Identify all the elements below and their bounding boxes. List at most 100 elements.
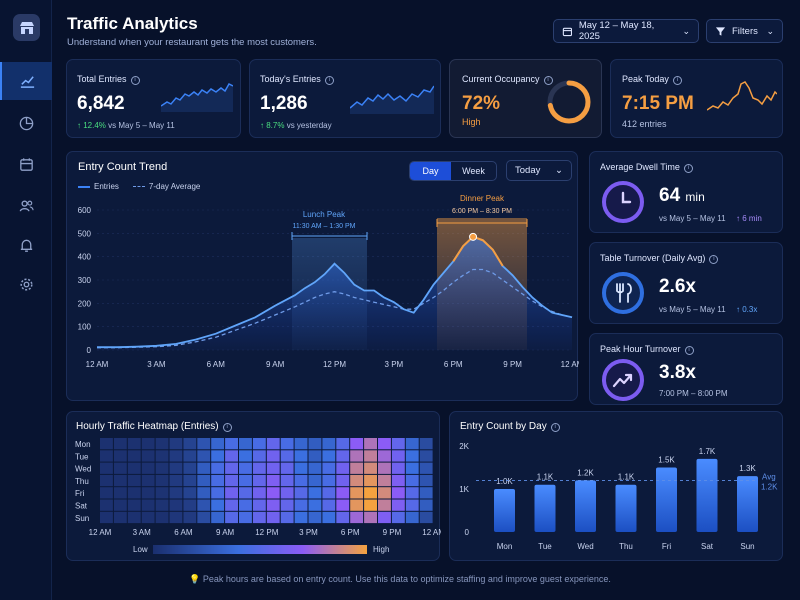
heatmap-cell[interactable]	[391, 462, 405, 474]
heatmap-cell[interactable]	[252, 438, 266, 450]
heatmap-cell[interactable]	[211, 474, 225, 487]
heatmap-cell[interactable]	[405, 438, 419, 450]
heatmap-cell[interactable]	[308, 487, 322, 499]
heatmap-cell[interactable]	[141, 450, 155, 462]
heatmap-cell[interactable]	[183, 462, 197, 474]
heatmap-cell[interactable]	[350, 462, 364, 474]
heatmap-cell[interactable]	[308, 450, 322, 462]
heatmap-cell[interactable]	[169, 474, 183, 487]
heatmap-cell[interactable]	[294, 511, 308, 524]
heatmap-cell[interactable]	[336, 438, 350, 450]
heatmap-cell[interactable]	[225, 438, 238, 450]
heatmap-cell[interactable]	[322, 438, 336, 450]
heatmap-cell[interactable]	[266, 462, 280, 474]
heatmap-cell[interactable]	[169, 511, 183, 524]
heatmap-cell[interactable]	[405, 511, 419, 524]
heatmap-cell[interactable]	[378, 487, 391, 499]
heatmap-cell[interactable]	[364, 474, 377, 487]
heatmap-cell[interactable]	[100, 499, 113, 511]
heatmap-cell[interactable]	[350, 474, 364, 487]
heatmap-cell[interactable]	[225, 450, 238, 462]
heatmap-cell[interactable]	[266, 474, 280, 487]
heatmap-cell[interactable]	[336, 511, 350, 524]
heatmap-cell[interactable]	[127, 511, 141, 524]
heatmap-cell[interactable]	[308, 462, 322, 474]
heatmap-cell[interactable]	[391, 474, 405, 487]
heatmap-cell[interactable]	[100, 474, 113, 487]
heatmap-cell[interactable]	[127, 474, 141, 487]
info-icon[interactable]: i	[324, 76, 334, 85]
heatmap-cell[interactable]	[211, 487, 225, 499]
heatmap-cell[interactable]	[211, 462, 225, 474]
heatmap-cell[interactable]	[225, 462, 238, 474]
sidebar-item-analytics[interactable]	[0, 62, 52, 100]
info-icon[interactable]: i	[550, 423, 560, 432]
heatmap-cell[interactable]	[322, 462, 336, 474]
heatmap-cell[interactable]	[280, 474, 294, 487]
heatmap-cell[interactable]	[155, 499, 169, 511]
heatmap-cell[interactable]	[197, 487, 211, 499]
heatmap-cell[interactable]	[266, 487, 280, 499]
heatmap-cell[interactable]	[391, 511, 405, 524]
heatmap-cell[interactable]	[294, 462, 308, 474]
heatmap-cell[interactable]	[419, 511, 433, 524]
info-icon[interactable]: i	[222, 423, 232, 432]
heatmap-cell[interactable]	[225, 487, 238, 499]
heatmap-cell[interactable]	[225, 474, 238, 487]
heatmap-cell[interactable]	[169, 499, 183, 511]
heatmap-cell[interactable]	[364, 511, 377, 524]
heatmap-cell[interactable]	[113, 487, 127, 499]
heatmap-cell[interactable]	[294, 450, 308, 462]
heatmap-cell[interactable]	[280, 511, 294, 524]
heatmap-cell[interactable]	[141, 499, 155, 511]
heatmap-cell[interactable]	[308, 474, 322, 487]
heatmap-cell[interactable]	[141, 511, 155, 524]
heatmap-cell[interactable]	[211, 450, 225, 462]
heatmap-cell[interactable]	[405, 474, 419, 487]
heatmap-cell[interactable]	[336, 462, 350, 474]
heatmap-cell[interactable]	[239, 450, 252, 462]
sidebar-item-settings[interactable]	[0, 265, 52, 303]
heatmap-cell[interactable]	[141, 474, 155, 487]
heatmap-cell[interactable]	[183, 499, 197, 511]
heatmap-cell[interactable]	[280, 487, 294, 499]
heatmap-cell[interactable]	[239, 487, 252, 499]
heatmap-cell[interactable]	[350, 499, 364, 511]
heatmap-cell[interactable]	[378, 499, 391, 511]
heatmap-cell[interactable]	[127, 438, 141, 450]
heatmap-cell[interactable]	[211, 438, 225, 450]
sidebar-item-users[interactable]	[0, 186, 52, 224]
heatmap-cell[interactable]	[252, 450, 266, 462]
info-icon[interactable]: i	[683, 164, 693, 173]
heatmap-cell[interactable]	[280, 438, 294, 450]
period-select[interactable]: Today ⌄	[506, 160, 572, 181]
heatmap-cell[interactable]	[364, 438, 377, 450]
bar[interactable]	[696, 458, 718, 532]
heatmap-cell[interactable]	[100, 511, 113, 524]
heatmap-cell[interactable]	[322, 474, 336, 487]
heatmap-cell[interactable]	[280, 499, 294, 511]
heatmap-cell[interactable]	[100, 450, 113, 462]
heatmap-cell[interactable]	[308, 511, 322, 524]
heatmap-cell[interactable]	[197, 450, 211, 462]
heatmap-cell[interactable]	[378, 511, 391, 524]
heatmap-cell[interactable]	[405, 499, 419, 511]
heatmap-cell[interactable]	[252, 474, 266, 487]
heatmap-cell[interactable]	[197, 499, 211, 511]
heatmap-cell[interactable]	[197, 474, 211, 487]
info-icon[interactable]: i	[684, 346, 694, 355]
heatmap-cell[interactable]	[113, 438, 127, 450]
heatmap-cell[interactable]	[252, 487, 266, 499]
store-logo-icon[interactable]	[13, 14, 40, 41]
heatmap-cell[interactable]	[183, 474, 197, 487]
bar[interactable]	[494, 489, 515, 532]
info-icon[interactable]: i	[672, 76, 682, 85]
heatmap-cell[interactable]	[405, 487, 419, 499]
heatmap-cell[interactable]	[197, 438, 211, 450]
bar[interactable]	[737, 476, 758, 532]
heatmap-cell[interactable]	[364, 462, 377, 474]
heatmap-cell[interactable]	[322, 487, 336, 499]
heatmap-cell[interactable]	[322, 511, 336, 524]
heatmap-cell[interactable]	[155, 474, 169, 487]
heatmap-cell[interactable]	[239, 511, 252, 524]
